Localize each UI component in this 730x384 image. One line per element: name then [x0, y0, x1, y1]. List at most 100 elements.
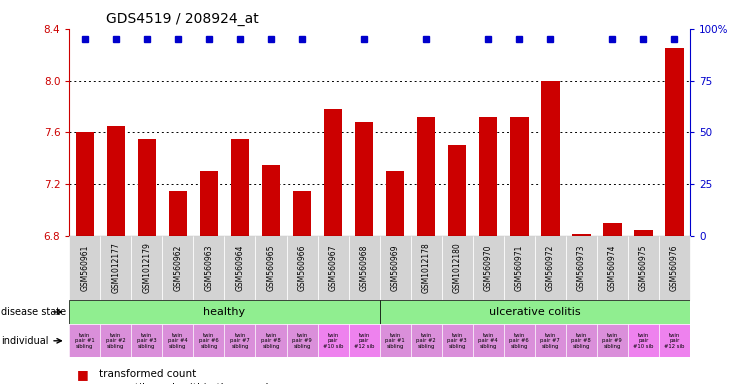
Text: twin
pair #6
sibling: twin pair #6 sibling	[510, 333, 529, 349]
Text: twin
pair #6
sibling: twin pair #6 sibling	[199, 333, 219, 349]
FancyBboxPatch shape	[380, 236, 410, 300]
Bar	[224, 324, 255, 357]
Text: ■: ■	[77, 381, 88, 384]
Bar	[504, 324, 534, 357]
Text: twin
pair #4
sibling: twin pair #4 sibling	[168, 333, 188, 349]
Bar	[169, 191, 187, 236]
Bar	[410, 324, 442, 357]
Text: GSM560974: GSM560974	[608, 245, 617, 291]
Bar	[380, 324, 410, 357]
Text: GSM560971: GSM560971	[515, 245, 523, 291]
Bar	[69, 300, 380, 324]
FancyBboxPatch shape	[349, 236, 380, 300]
Text: GSM560972: GSM560972	[546, 245, 555, 291]
Text: ■: ■	[77, 368, 88, 381]
Bar	[385, 171, 404, 236]
Bar	[318, 324, 348, 357]
Text: twin
pair
#10 sib: twin pair #10 sib	[323, 333, 343, 349]
Text: twin
pair #3
sibling: twin pair #3 sibling	[447, 333, 467, 349]
Bar	[293, 191, 311, 236]
FancyBboxPatch shape	[224, 236, 255, 300]
Text: GSM1012180: GSM1012180	[453, 242, 461, 293]
Text: twin
pair
#12 sib: twin pair #12 sib	[664, 333, 685, 349]
Text: GSM560975: GSM560975	[639, 245, 648, 291]
Bar	[479, 117, 497, 236]
Text: twin
pair #9
sibling: twin pair #9 sibling	[602, 333, 622, 349]
FancyBboxPatch shape	[442, 236, 473, 300]
Bar	[323, 109, 342, 236]
Text: twin
pair #8
sibling: twin pair #8 sibling	[572, 333, 591, 349]
Bar	[566, 324, 596, 357]
FancyBboxPatch shape	[658, 236, 690, 300]
Text: GSM1012177: GSM1012177	[112, 242, 120, 293]
Bar	[193, 324, 225, 357]
FancyBboxPatch shape	[596, 236, 628, 300]
FancyBboxPatch shape	[534, 236, 566, 300]
Text: twin
pair #7
sibling: twin pair #7 sibling	[230, 333, 250, 349]
Bar	[231, 139, 249, 236]
FancyBboxPatch shape	[131, 236, 162, 300]
Bar	[137, 139, 156, 236]
FancyBboxPatch shape	[162, 236, 193, 300]
Bar	[380, 300, 690, 324]
Text: GSM560967: GSM560967	[328, 245, 337, 291]
FancyBboxPatch shape	[504, 236, 534, 300]
Bar	[634, 230, 653, 236]
FancyBboxPatch shape	[286, 236, 318, 300]
Bar	[510, 117, 529, 236]
Text: GSM560962: GSM560962	[174, 245, 182, 291]
Bar	[107, 126, 126, 236]
Text: GDS4519 / 208924_at: GDS4519 / 208924_at	[106, 12, 258, 25]
FancyBboxPatch shape	[255, 236, 286, 300]
Text: twin
pair
#12 sib: twin pair #12 sib	[354, 333, 374, 349]
FancyBboxPatch shape	[566, 236, 596, 300]
FancyBboxPatch shape	[473, 236, 504, 300]
Text: GSM560965: GSM560965	[266, 245, 275, 291]
Bar	[541, 81, 559, 236]
Text: twin
pair #3
sibling: twin pair #3 sibling	[137, 333, 157, 349]
Text: GSM560966: GSM560966	[298, 245, 307, 291]
Bar	[199, 171, 218, 236]
Bar	[534, 324, 566, 357]
Bar	[286, 324, 318, 357]
Text: GSM560969: GSM560969	[391, 245, 399, 291]
Text: GSM1012178: GSM1012178	[422, 242, 431, 293]
Bar	[162, 324, 193, 357]
Bar	[261, 165, 280, 236]
Text: twin
pair
#10 sib: twin pair #10 sib	[633, 333, 653, 349]
Text: twin
pair #9
sibling: twin pair #9 sibling	[292, 333, 312, 349]
Text: GSM560976: GSM560976	[670, 245, 679, 291]
FancyBboxPatch shape	[628, 236, 658, 300]
Text: disease state: disease state	[1, 307, 66, 317]
Text: twin
pair #7
sibling: twin pair #7 sibling	[540, 333, 560, 349]
Bar	[76, 132, 94, 236]
Bar	[473, 324, 504, 357]
Bar	[355, 122, 373, 236]
Bar	[572, 233, 591, 236]
Text: GSM1012179: GSM1012179	[142, 242, 151, 293]
Text: GSM560963: GSM560963	[204, 245, 213, 291]
Text: twin
pair #1
sibling: twin pair #1 sibling	[385, 333, 405, 349]
Text: healthy: healthy	[204, 307, 245, 317]
Text: twin
pair #4
sibling: twin pair #4 sibling	[478, 333, 498, 349]
FancyBboxPatch shape	[410, 236, 442, 300]
Text: GSM560970: GSM560970	[484, 245, 493, 291]
Bar	[665, 48, 683, 236]
Text: individual: individual	[1, 336, 49, 346]
Text: twin
pair #2
sibling: twin pair #2 sibling	[106, 333, 126, 349]
Text: twin
pair #2
sibling: twin pair #2 sibling	[416, 333, 436, 349]
Bar	[603, 223, 621, 236]
Text: GSM560961: GSM560961	[80, 245, 89, 291]
Bar	[69, 324, 100, 357]
Bar	[658, 324, 690, 357]
FancyBboxPatch shape	[318, 236, 349, 300]
Text: transformed count: transformed count	[99, 369, 196, 379]
FancyBboxPatch shape	[101, 236, 131, 300]
Bar	[447, 146, 466, 236]
Text: percentile rank within the sample: percentile rank within the sample	[99, 383, 274, 384]
Text: twin
pair #1
sibling: twin pair #1 sibling	[75, 333, 95, 349]
Bar	[255, 324, 286, 357]
Text: GSM560964: GSM560964	[236, 245, 245, 291]
Bar	[417, 117, 435, 236]
Bar	[348, 324, 380, 357]
